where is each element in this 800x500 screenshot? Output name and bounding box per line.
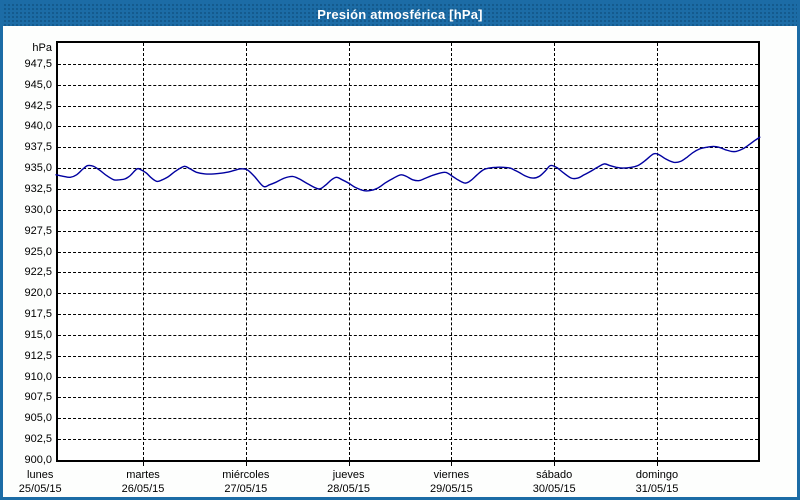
h-gridline — [58, 418, 758, 420]
h-gridline — [58, 209, 758, 211]
y-tick-label: 912,5 — [24, 349, 52, 362]
y-tick-label: 907,5 — [24, 391, 52, 404]
x-day-label: lunes — [27, 469, 54, 481]
y-tick-label: 940,0 — [24, 120, 52, 133]
y-tick-label: 935,0 — [24, 162, 52, 175]
x-day-label: miércoles — [222, 469, 270, 481]
x-axis-tick — [348, 462, 350, 466]
y-tick-label: 930,0 — [24, 203, 52, 216]
y-tick-label: 910,0 — [24, 370, 52, 383]
y-tick-label: 937,5 — [24, 141, 52, 154]
y-tick-label: 905,0 — [24, 412, 52, 425]
y-tick-label: 922,5 — [24, 266, 52, 279]
v-gridline — [348, 43, 350, 460]
y-tick-label: 927,5 — [24, 224, 52, 237]
x-date-label: 30/05/15 — [532, 483, 576, 495]
x-axis-tick — [143, 462, 144, 466]
h-gridline — [58, 84, 758, 86]
y-axis-unit-label: hPa — [32, 42, 52, 54]
h-gridline — [58, 314, 758, 316]
x-date-label: 31/05/15 — [635, 483, 679, 495]
x-day-label: sábado — [536, 469, 573, 481]
h-gridline — [58, 230, 758, 232]
h-gridline — [58, 334, 758, 336]
y-tick-label: 925,0 — [24, 245, 52, 258]
x-date-label: 26/05/15 — [121, 483, 165, 495]
pressure-series-line — [55, 136, 761, 192]
h-gridline — [58, 355, 758, 357]
x-date-label: 27/05/15 — [224, 483, 268, 495]
x-date-label: 29/05/15 — [429, 483, 473, 495]
h-gridline — [58, 272, 758, 274]
y-tick-label: 945,0 — [24, 78, 52, 91]
y-tick-label: 920,0 — [24, 287, 52, 300]
h-gridline — [58, 168, 758, 170]
x-day-label: viernes — [433, 469, 470, 481]
h-gridline — [58, 63, 758, 65]
v-gridline — [554, 43, 556, 460]
x-day-label: martes — [126, 469, 160, 481]
h-gridline — [58, 251, 758, 253]
v-gridline — [451, 43, 453, 460]
x-axis-tick — [451, 462, 453, 466]
h-gridline — [58, 147, 758, 149]
v-gridline — [245, 43, 247, 460]
h-gridline — [58, 126, 758, 128]
x-day-label: domingo — [635, 469, 679, 481]
y-tick-label: 915,0 — [24, 328, 52, 341]
chart-canvas — [55, 136, 761, 192]
y-tick-label: 902,5 — [24, 433, 52, 446]
x-date-label: 28/05/15 — [327, 483, 370, 495]
x-date-label: 25/05/15 — [18, 483, 62, 495]
y-tick-label: 900,0 — [24, 454, 52, 466]
y-tick-label: 917,5 — [24, 308, 52, 321]
h-gridline — [58, 397, 758, 399]
plot-area — [55, 41, 761, 462]
h-gridline — [58, 105, 758, 107]
y-tick-label: 932,5 — [24, 182, 52, 195]
h-gridline — [58, 188, 758, 190]
y-tick-label: 942,5 — [24, 99, 52, 112]
y-tick-label: 947,5 — [24, 57, 52, 70]
v-gridline — [657, 43, 658, 460]
x-axis-tick — [657, 462, 658, 466]
x-axis-tick — [554, 462, 556, 466]
window-title: Presión atmosférica [hPa] — [317, 7, 483, 22]
x-day-label: jueves — [332, 469, 365, 481]
x-axis-tick — [245, 462, 247, 466]
h-gridline — [58, 439, 758, 441]
h-gridline — [58, 293, 758, 295]
h-gridline — [58, 376, 758, 378]
title-bar: Presión atmosférica [hPa] — [3, 3, 797, 26]
v-gridline — [143, 43, 144, 460]
